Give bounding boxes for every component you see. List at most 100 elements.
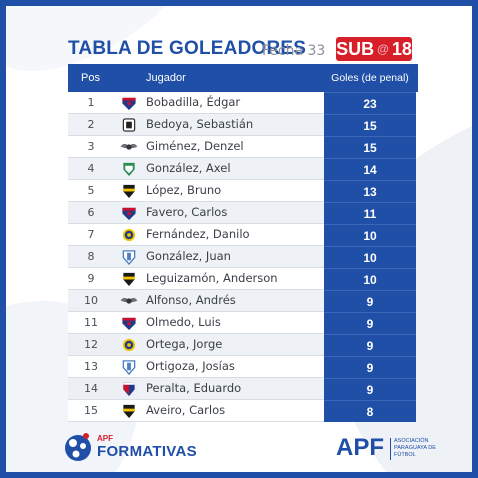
row-divider: [68, 333, 324, 334]
row-background: [68, 92, 324, 114]
table-row: 10 Alfonso, Andrés 9: [68, 290, 418, 312]
table-header: Pos Jugador Goles (de penal): [68, 64, 418, 92]
tacuary-crest-icon: [122, 118, 136, 132]
row-position: 4: [87, 162, 95, 175]
row-player-name: Bobadilla, Édgar: [146, 95, 241, 109]
row-position: 2: [87, 118, 95, 131]
table-row: 1 Bobadilla, Édgar 23: [68, 92, 418, 114]
row-goals: 9: [324, 334, 416, 356]
row-goals: 9: [324, 378, 416, 400]
row-background: [68, 334, 324, 356]
row-divider: [68, 201, 324, 202]
row-goals: 9: [324, 290, 416, 312]
row-player-name: Olmedo, Luis: [146, 315, 221, 329]
column-header-pos: Pos: [81, 72, 100, 84]
badge-sub-text: SUB: [336, 38, 375, 59]
row-goals: 10: [324, 224, 416, 246]
row-position: 11: [84, 316, 98, 329]
column-header-goals: Goles (de penal): [331, 72, 409, 84]
apf-formativas-logo: APF FORMATIVAS: [62, 430, 202, 466]
row-goals: 10: [324, 246, 416, 268]
row-divider: [68, 355, 324, 356]
row-goals: 14: [324, 158, 416, 180]
row-player-name: Fernández, Danilo: [146, 227, 250, 241]
badge-at-symbol: @: [377, 42, 389, 56]
row-goals: 9: [324, 356, 416, 378]
row-background: [68, 202, 324, 224]
row-position: 10: [84, 294, 98, 307]
row-player-name: Leguizamón, Anderson: [146, 271, 278, 285]
row-divider: [68, 135, 324, 136]
row-divider: [68, 377, 324, 378]
matchday-label: Fecha 33: [262, 43, 326, 59]
row-player-name: Ortega, Jorge: [146, 337, 223, 351]
table-row: 2 Bedoya, Sebastián 15: [68, 114, 418, 136]
nacional-crest-icon: [123, 382, 135, 397]
sportivo-trinidense-crest-icon: [122, 250, 136, 265]
row-position: 12: [84, 338, 98, 351]
apf-logo-text: APF: [336, 434, 384, 461]
row-player-name: Giménez, Denzel: [146, 139, 244, 153]
row-player-name: Bedoya, Sebastián: [146, 117, 254, 131]
row-divider: [68, 113, 324, 114]
row-divider: [68, 289, 324, 290]
title-row: TABLA DE GOLEADORES Fecha 33 SUB @ 18: [68, 36, 418, 64]
table-row: 3 Giménez, Denzel 15: [68, 136, 418, 158]
row-goals: 11: [324, 202, 416, 224]
apf-full-name: Asociación Paraguaya de Fútbol: [394, 438, 436, 458]
scorers-table: Pos Jugador Goles (de penal) 1 Bobadilla,…: [68, 64, 418, 422]
guarani-crest-icon: [123, 404, 135, 419]
sportivo-luqueno-crest-icon: [122, 338, 136, 352]
table-row: 13 Ortigoza, Josías 9: [68, 356, 418, 378]
row-divider: [68, 245, 324, 246]
row-goals: 23: [324, 92, 416, 114]
poster-frame: TABLA DE GOLEADORES Fecha 33 SUB @ 18 Po…: [6, 6, 472, 472]
apf-logo-divider: [390, 438, 391, 460]
row-position: 7: [87, 228, 95, 241]
cerro-porteno-crest-icon: [122, 317, 136, 331]
row-player-name: Favero, Carlos: [146, 205, 228, 219]
football-icon: [65, 433, 91, 461]
row-player-name: González, Juan: [146, 249, 231, 263]
row-position: 3: [87, 140, 95, 153]
row-divider: [68, 267, 324, 268]
row-background: [68, 290, 324, 312]
table-row: 8 González, Juan 10: [68, 246, 418, 268]
table-row: 12 Ortega, Jorge 9: [68, 334, 418, 356]
guarani-crest-icon: [123, 272, 135, 287]
cerro-porteno-crest-icon: [122, 207, 136, 221]
row-divider: [68, 399, 324, 400]
page-title: TABLA DE GOLEADORES: [68, 38, 307, 59]
row-position: 5: [87, 184, 95, 197]
row-player-name: López, Bruno: [146, 183, 222, 197]
table-row: 14 Peralta, Eduardo 9: [68, 378, 418, 400]
row-position: 8: [87, 250, 95, 263]
row-background: [68, 312, 324, 334]
row-goals: 13: [324, 180, 416, 202]
row-background: [68, 224, 324, 246]
table-row: 6 Favero, Carlos 11: [68, 202, 418, 224]
sportivo-trinidense-crest-icon: [122, 360, 136, 375]
row-divider: [68, 421, 324, 422]
guarani-crest-icon: [123, 184, 135, 199]
row-position: 14: [84, 382, 98, 395]
row-player-name: Ortigoza, Josías: [146, 359, 235, 373]
row-goals: 8: [324, 400, 416, 422]
row-position: 6: [87, 206, 95, 219]
winged-crest-icon: [120, 143, 138, 150]
row-player-name: Peralta, Eduardo: [146, 381, 242, 395]
winged-crest-icon: [120, 297, 138, 304]
row-divider: [68, 179, 324, 180]
row-divider: [68, 157, 324, 158]
row-goals: 10: [324, 268, 416, 290]
row-background: [68, 136, 324, 158]
row-player-name: Alfonso, Andrés: [146, 293, 236, 307]
row-goals: 15: [324, 136, 416, 158]
apf-small-text: APF: [97, 434, 113, 443]
table-row: 15 Aveiro, Carlos 8: [68, 400, 418, 422]
table-body: 1 Bobadilla, Édgar 23 2 Bedoya, Sebastián 15 3…: [68, 92, 418, 422]
apf-logo: APF Asociación Paraguaya de Fútbol: [336, 432, 456, 466]
row-player-name: González, Axel: [146, 161, 231, 175]
row-position: 15: [84, 404, 98, 417]
sportivo-ameliano-crest-icon: [123, 162, 135, 177]
